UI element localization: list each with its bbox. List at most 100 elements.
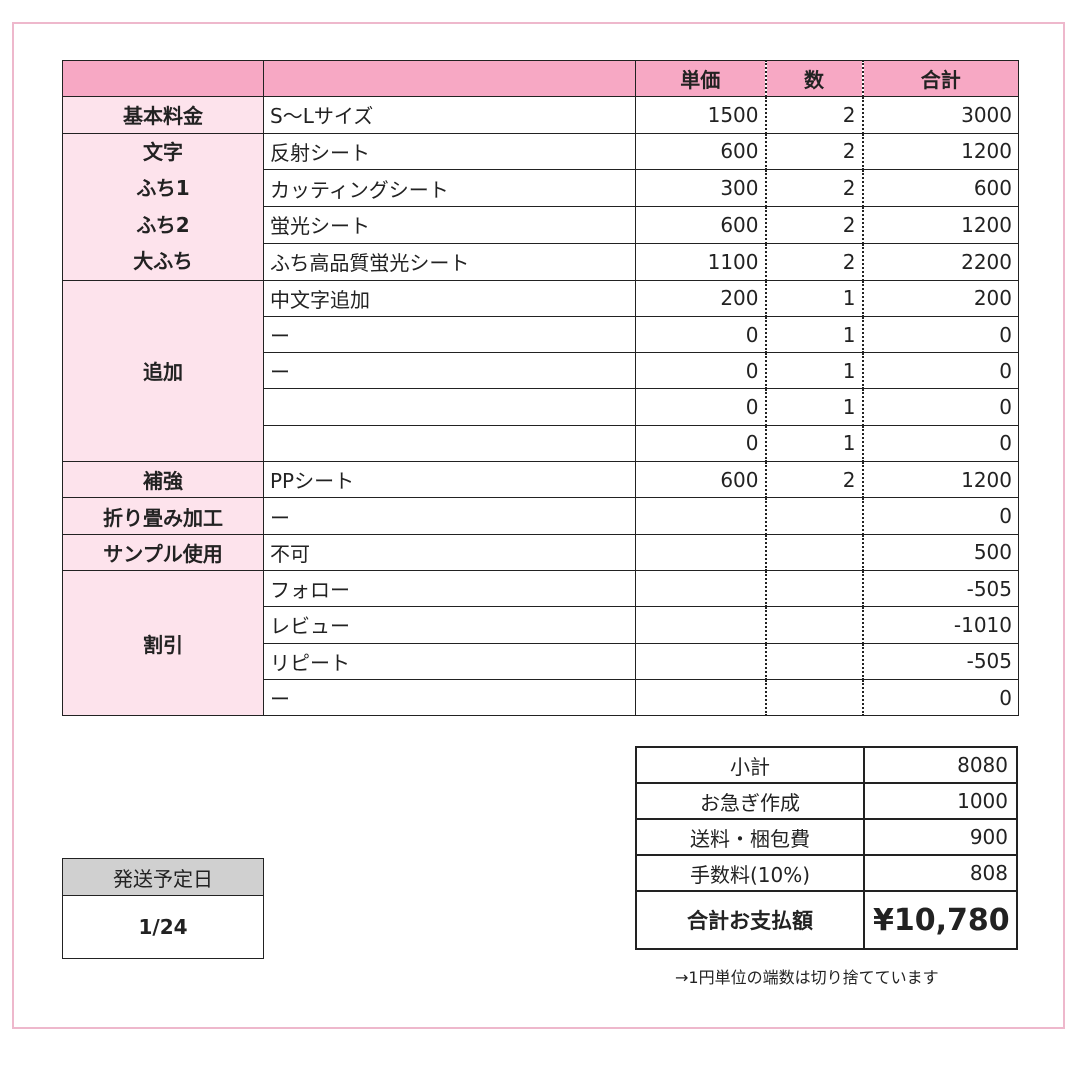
item-cell: S〜Lサイズ — [263, 96, 636, 134]
item-cell: フォロー — [263, 569, 636, 608]
rounding-note: →1円単位の端数は切り捨てています — [675, 968, 939, 987]
qty-cell: 2 — [764, 169, 864, 208]
table-row: 割引 フォロー -505 — [62, 569, 1019, 717]
price-table: 単価 数 合計 基本料金 S〜Lサイズ 1500 2 3000 文字 ふち1 ふち2 大ふち 反射… — [62, 59, 1019, 717]
item-cell: レビュー — [263, 606, 636, 644]
total-cell: -505 — [861, 569, 1019, 608]
qty-cell — [764, 569, 864, 608]
summary-label: 小計 — [635, 746, 865, 784]
qty-cell: 1 — [764, 315, 864, 354]
unit-price-cell — [635, 606, 767, 644]
qty-cell — [764, 678, 864, 717]
header-item — [263, 59, 636, 98]
total-cell: 2200 — [861, 242, 1019, 281]
unit-price-cell — [635, 497, 767, 535]
table-row: 折り畳み加工 ー 0 — [62, 497, 1019, 535]
total-cell: 3000 — [861, 96, 1019, 134]
qty-cell: 2 — [764, 206, 864, 244]
unit-price-cell: 200 — [635, 279, 767, 317]
item-cell — [263, 388, 636, 426]
summary-value: 808 — [863, 854, 1018, 892]
grand-total-value: ¥10,780 — [863, 890, 1018, 950]
qty-cell: 1 — [764, 424, 864, 463]
category-label: ふち1 — [136, 176, 190, 201]
item-cell: 蛍光シート — [263, 206, 636, 244]
table-row: サンプル使用 不可 500 — [62, 533, 1019, 571]
header-row: 単価 数 合計 — [62, 59, 1019, 98]
summary-table: 小計 8080 お急ぎ作成 1000 送料・梱包費 900 手数料(10%) 808 合計お支払… — [635, 746, 1018, 950]
item-cell: 不可 — [263, 533, 636, 571]
qty-cell: 2 — [764, 132, 864, 171]
unit-price-cell: 0 — [635, 315, 767, 354]
qty-cell — [764, 606, 864, 644]
total-cell: 500 — [861, 533, 1019, 571]
category-label: 折り畳み加工 — [103, 505, 223, 530]
summary-label: 送料・梱包費 — [635, 818, 865, 856]
table-row: ふち高品質蛍光シート 1100 2 2200 — [63, 242, 1019, 281]
table-row: 文字 ふち1 ふち2 大ふち 反射シート 600 2 1200 — [62, 132, 1019, 281]
item-cell: PPシート — [263, 461, 636, 499]
unit-price-cell: 600 — [635, 206, 767, 244]
item-cell: 中文字追加 — [263, 279, 636, 317]
total-cell: 0 — [861, 315, 1019, 354]
item-cell: ー — [263, 678, 636, 717]
unit-price-cell: 600 — [635, 132, 767, 171]
unit-price-cell — [635, 678, 767, 717]
summary-row: 小計 8080 — [635, 746, 1018, 784]
unit-price-cell — [635, 569, 767, 608]
qty-cell: 2 — [764, 96, 864, 134]
total-cell: 0 — [861, 352, 1019, 390]
item-cell: ー — [263, 497, 636, 535]
category-label: サンプル使用 — [103, 541, 223, 566]
total-cell: 1200 — [861, 461, 1019, 499]
qty-cell: 1 — [764, 279, 864, 317]
total-cell: -1010 — [861, 606, 1019, 644]
unit-price-cell: 300 — [635, 169, 767, 208]
ship-date-label: 発送予定日 — [62, 858, 264, 896]
qty-cell: 2 — [764, 461, 864, 499]
category-label: 補強 — [143, 469, 183, 494]
qty-cell — [764, 533, 864, 571]
category-label: 追加 — [143, 360, 183, 385]
total-cell: -505 — [861, 642, 1019, 680]
item-cell: ー — [263, 315, 636, 354]
table-row: 追加 中文字追加 200 1 200 — [62, 279, 1019, 463]
table-row: レビュー -1010 — [63, 606, 1019, 644]
category-label: 文字 — [143, 139, 183, 164]
item-cell — [263, 424, 636, 463]
qty-cell: 2 — [764, 242, 864, 281]
unit-price-cell: 0 — [635, 352, 767, 390]
total-cell: 200 — [861, 279, 1019, 317]
category-label: 割引 — [143, 632, 183, 657]
header-total: 合計 — [861, 59, 1019, 98]
qty-cell — [764, 642, 864, 680]
category-cell: 折り畳み加工 — [62, 497, 264, 535]
category-cell: 割引 — [62, 569, 264, 717]
total-cell: 1200 — [861, 206, 1019, 244]
category-cell: サンプル使用 — [62, 533, 264, 571]
total-cell: 600 — [861, 169, 1019, 208]
summary-value: 8080 — [863, 746, 1018, 784]
qty-cell: 1 — [764, 352, 864, 390]
header-category — [62, 59, 264, 98]
qty-cell: 1 — [764, 388, 864, 426]
qty-cell — [764, 497, 864, 535]
table-row: リピート -505 — [63, 642, 1019, 680]
category-label: ふち2 — [136, 212, 190, 237]
grand-total-label: 合計お支払額 — [635, 890, 865, 950]
item-cell: ふち高品質蛍光シート — [263, 242, 636, 281]
item-cell: 反射シート — [263, 132, 636, 171]
unit-price-cell: 1100 — [635, 242, 767, 281]
unit-price-cell: 0 — [635, 388, 767, 426]
summary-row: 送料・梱包費 900 — [635, 818, 1018, 856]
total-cell: 0 — [861, 497, 1019, 535]
total-cell: 0 — [861, 388, 1019, 426]
summary-label: 手数料(10%) — [635, 854, 865, 892]
category-label: 基本料金 — [123, 104, 203, 129]
item-cell: カッティングシート — [263, 169, 636, 208]
category-cell: 追加 — [62, 279, 264, 463]
category-cell: 補強 — [62, 461, 264, 499]
category-cell: 基本料金 — [62, 96, 264, 134]
